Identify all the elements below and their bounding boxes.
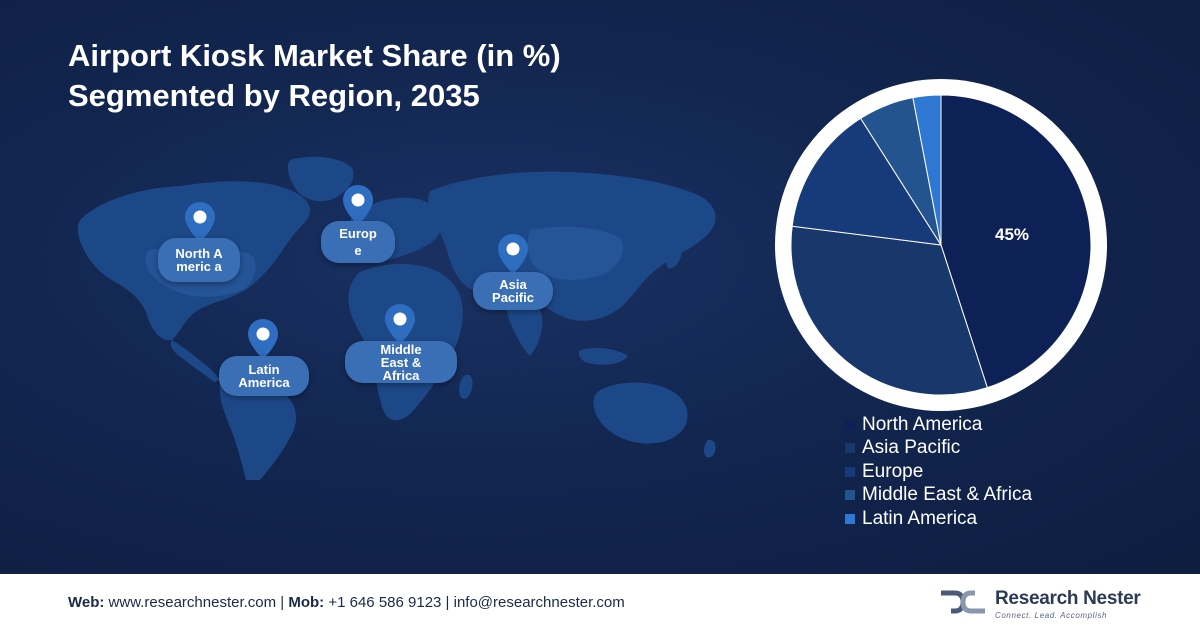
footer: Web: www.researchnester.com | Mob: +1 64… bbox=[0, 574, 1200, 628]
pie-slice-asia-pacific bbox=[790, 225, 988, 396]
region-tag-asia-pacific: Asia Pacific bbox=[473, 272, 553, 310]
japan-landmass bbox=[665, 238, 683, 269]
slice-data-label: 45% bbox=[995, 225, 1029, 244]
infographic-panel: Airport Kiosk Market Share (in %) Segmen… bbox=[0, 0, 1200, 574]
contact-info: Web: www.researchnester.com | Mob: +1 64… bbox=[68, 594, 625, 611]
pin-middle-east-africa bbox=[383, 303, 417, 347]
legend-swatch bbox=[845, 419, 855, 430]
legend-label: North America bbox=[862, 413, 983, 435]
chart-legend: North America Asia Pacific Europe Middle Ea… bbox=[845, 413, 1032, 531]
australia-landmass bbox=[593, 382, 688, 444]
legend-item: Middle East & Africa bbox=[845, 484, 1032, 508]
pin-asia-pacific bbox=[496, 233, 530, 277]
web-label: Web: bbox=[68, 594, 105, 611]
legend-item: Latin America bbox=[845, 507, 1032, 531]
legend-label: Middle East & Africa bbox=[862, 484, 1033, 506]
brand-name: Research Nester bbox=[995, 588, 1141, 609]
title-line-2: Segmented by Region, 2035 bbox=[68, 78, 480, 113]
region-tag-latin-america: Latin America bbox=[219, 356, 309, 396]
region-tag-middle-east-africa: Middle East & Africa bbox=[345, 341, 457, 383]
mob-value: +1 646 586 9123 | info@researchnester.co… bbox=[324, 594, 625, 611]
pie-slice-north-america bbox=[940, 94, 1092, 389]
region-tag-label: Latin America bbox=[238, 362, 290, 390]
legend-swatch bbox=[845, 490, 855, 501]
chart-title: Airport Kiosk Market Share (in %) Segmen… bbox=[68, 36, 561, 116]
madagascar-landmass bbox=[459, 374, 473, 399]
south-america-landmass bbox=[219, 379, 297, 480]
pin-europe bbox=[341, 184, 375, 228]
legend-item: Asia Pacific bbox=[845, 437, 1032, 461]
pie-chart: 45% bbox=[775, 79, 1107, 411]
brand-tagline: Connect. Lead. Accomplish bbox=[995, 611, 1108, 620]
logo-mark-icon bbox=[941, 590, 985, 614]
legend-swatch bbox=[845, 513, 855, 524]
legend-swatch bbox=[845, 443, 855, 454]
legend-swatch bbox=[845, 466, 855, 477]
pie-slice-latin-america bbox=[912, 94, 942, 246]
legend-label: Europe bbox=[862, 460, 924, 482]
web-value: www.researchnester.com | bbox=[104, 594, 289, 611]
se-asia-islands bbox=[578, 348, 628, 365]
region-tag-north-america: North Americ a bbox=[158, 238, 240, 282]
mob-label: Mob: bbox=[288, 594, 325, 611]
central-america-landmass bbox=[170, 340, 220, 382]
region-tag-label: Asia Pacific bbox=[492, 277, 534, 305]
region-tag-europe: Europ e bbox=[321, 221, 395, 263]
china-highlight bbox=[527, 226, 624, 280]
region-tag-label: Europ e bbox=[339, 226, 377, 258]
legend-label: Asia Pacific bbox=[862, 437, 961, 459]
title-line-1: Airport Kiosk Market Share (in %) bbox=[68, 38, 561, 73]
legend-item: North America bbox=[845, 413, 1032, 437]
new-zealand-landmass bbox=[704, 439, 716, 458]
legend-item: Europe bbox=[845, 460, 1032, 484]
research-nester-logo: Research Nester Connect. Lead. Accomplis… bbox=[937, 584, 1152, 620]
greenland-landmass bbox=[287, 156, 354, 202]
region-tag-label: Middle East & Africa bbox=[380, 341, 422, 383]
pin-north-america bbox=[183, 201, 217, 245]
pin-latin-america bbox=[246, 318, 280, 362]
legend-label: Latin America bbox=[862, 507, 978, 529]
pie-slice-europe bbox=[791, 117, 942, 246]
region-tag-label: North Americ a bbox=[175, 246, 223, 274]
